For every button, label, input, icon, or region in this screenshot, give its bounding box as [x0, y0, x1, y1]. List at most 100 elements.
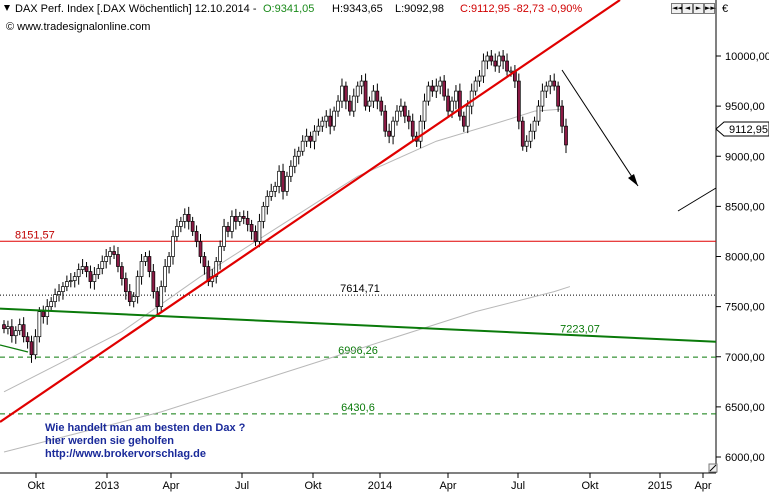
candle-body [68, 280, 73, 282]
level-label: 7223,07 [560, 323, 600, 335]
candle-body [92, 274, 97, 282]
candle-body [123, 278, 128, 292]
header-close: C:9112,95 -82,73 -0,90% [460, 3, 582, 15]
candle-body [206, 266, 211, 282]
candle-body [469, 90, 474, 107]
candle-body [308, 135, 313, 142]
y-tick-label: 9500,00 [725, 101, 765, 113]
candle-body [501, 55, 505, 62]
x-tick-label: 2014 [368, 480, 392, 492]
candle-body [473, 80, 478, 92]
candle-body [257, 221, 262, 242]
candle-body [198, 241, 203, 257]
candle-body [72, 276, 77, 281]
scroll-back-button[interactable]: ◄ [682, 3, 693, 14]
x-tick-label: Jul [235, 480, 249, 492]
candle-body [155, 291, 160, 307]
header-dropdown-icon[interactable] [4, 5, 10, 11]
candle-body [344, 85, 348, 102]
scroll-first-button[interactable]: ◄◄ [671, 3, 683, 14]
candle-body [139, 261, 144, 277]
candle-body [273, 185, 278, 192]
y-tick-label: 7000,00 [725, 352, 765, 364]
candle-body [458, 90, 462, 117]
candle-body [320, 120, 325, 127]
x-tick-label: 2015 [648, 480, 672, 492]
candle-body [143, 256, 148, 262]
candle-body [269, 190, 274, 197]
x-tick-label: Apr [694, 480, 711, 492]
candle-body [289, 165, 293, 177]
x-tick-label: Apr [439, 480, 456, 492]
sma-line [3, 108, 563, 393]
header-open: O:9341,05 [263, 3, 314, 15]
candle-body [2, 324, 6, 330]
x-tick-label: Okt [581, 480, 598, 492]
candle-body [536, 105, 541, 122]
y-tick-label: 10000,00 [725, 51, 769, 63]
candle-body [13, 330, 18, 337]
candle-body [359, 80, 364, 87]
candle-body [292, 155, 297, 167]
candle-body [296, 150, 301, 157]
candle-body [332, 110, 336, 127]
candle-body [222, 226, 226, 247]
candle-body [387, 130, 391, 137]
level-label: 8151,57 [15, 229, 55, 241]
x-tick-label: Apr [162, 480, 179, 492]
candle-body [351, 95, 356, 112]
candle-body [120, 266, 124, 279]
candle-body [108, 251, 112, 257]
candle-body [363, 80, 368, 107]
candle-body [100, 261, 105, 269]
candle-body [261, 206, 266, 222]
candle-body [375, 90, 380, 102]
candle-body [76, 269, 81, 277]
candle-body [383, 110, 388, 132]
candle-body [528, 130, 533, 142]
x-tick-label: Jul [511, 480, 525, 492]
candle-body [493, 60, 498, 67]
projection-arrow [561, 69, 639, 187]
candle-body [395, 110, 399, 122]
candle-body [406, 115, 411, 122]
candle-body [516, 80, 521, 122]
candle-body [442, 80, 447, 97]
y-tick-label: 7500,00 [725, 302, 765, 314]
level-label: 6430,6 [341, 402, 375, 414]
candle-body [355, 85, 360, 97]
promo-line-1: Wie handelt man am besten den Dax ? [45, 422, 246, 434]
y-tick-label: 8500,00 [725, 201, 765, 213]
candle-body [202, 256, 207, 267]
trendlines [0, 0, 717, 423]
candle-body [347, 100, 352, 112]
candle-body [524, 140, 529, 147]
candle-body [367, 100, 372, 107]
candle-body [41, 311, 46, 318]
candle-body [214, 261, 219, 277]
candle-body [340, 85, 344, 102]
candle-body [281, 170, 285, 192]
candle-body [391, 120, 395, 137]
y-tick-label: 6500,00 [725, 402, 765, 414]
candle-body [194, 231, 199, 242]
candle-body [454, 90, 458, 102]
resize-grip-icon[interactable] [708, 463, 718, 473]
candle-body [17, 324, 22, 332]
header-title: DAX Perf. Index [.DAX Wöchentlich] 12.10… [15, 3, 257, 15]
candle-body [175, 226, 179, 237]
candle-body [497, 55, 502, 67]
candle-body [434, 85, 439, 92]
candle-body [509, 70, 513, 73]
candle-body [544, 85, 549, 92]
green-fragment-line [0, 344, 29, 353]
scroll-last-button[interactable]: ►► [704, 3, 716, 14]
rebound-line [677, 187, 717, 212]
scroll-forward-button[interactable]: ► [693, 3, 704, 14]
level-label: 6996,26 [338, 345, 378, 357]
last-price-tag: 9112,95 [715, 121, 769, 137]
candle-body [399, 105, 403, 112]
candle-body [29, 341, 34, 356]
candle-body [84, 266, 89, 272]
